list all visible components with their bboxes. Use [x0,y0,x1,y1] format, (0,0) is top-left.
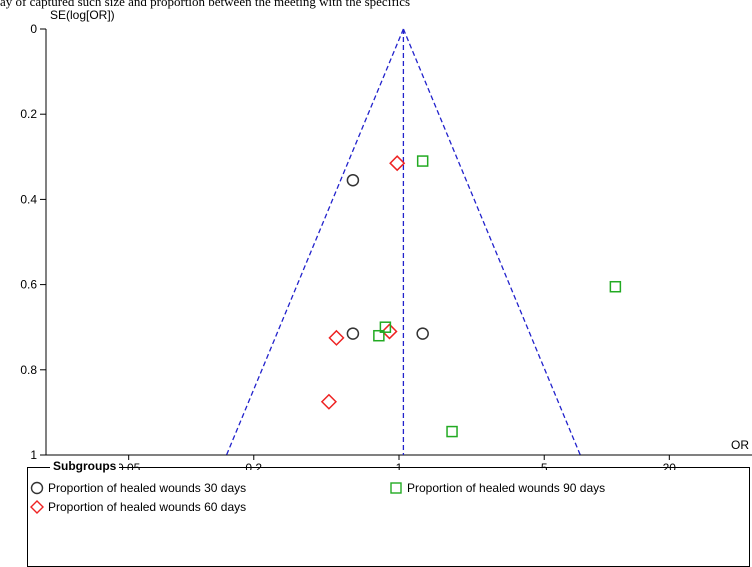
point-30-days [346,327,360,340]
legend-title: Subgroups [50,459,120,473]
y-tick-label: 0.4 [20,192,37,206]
point-60-days [381,323,398,340]
point-30-days [416,327,429,340]
figure-caption: ay of captured such size and proportion … [0,0,411,9]
x-tick-label: 5 [541,461,548,470]
y-tick-label: 0.6 [20,278,37,292]
x-tick-label: 20 [663,461,677,470]
funnel-right-limit [402,28,581,456]
point-90-days [446,425,458,438]
x-tick-label: 0.05 [117,461,141,470]
y-tick-label: 0 [30,22,37,36]
point-60-days [389,155,406,172]
y-tick-label: 1 [30,448,37,462]
point-90-days [379,321,392,333]
legend-item-90-days: Proportion of healed wounds 90 days [389,481,605,495]
square-marker-icon [390,482,402,494]
legend-item-30-days: Proportion of healed wounds 30 days [30,481,246,495]
circle-marker-icon [30,481,44,495]
point-30-days [346,173,360,187]
funnel-left-limit [225,28,405,456]
point-90-days [416,155,429,167]
y-axis-label: SE(log[OR]) [50,8,115,22]
point-90-days [609,280,622,293]
point-60-days [328,329,345,346]
y-tick-label: 0.2 [20,107,37,121]
legend-label-30-days: Proportion of healed wounds 30 days [48,481,247,495]
x-axis-label: OR [731,438,749,452]
funnel-plot: 0 0.2 0.4 0.6 0.8 1 0.05 0.2 1 5 20 SE(log[OR]) OR [20,8,752,470]
y-tick-label: 0.8 [20,363,37,377]
point-90-days [373,329,385,342]
legend-label-90-days: Proportion of healed wounds 90 days [407,481,606,495]
point-60-days [320,393,337,410]
diamond-marker-icon [30,500,44,514]
legend-item-60-days: Proportion of healed wounds 60 days [30,500,246,514]
legend-label-60-days: Proportion of healed wounds 60 days [48,500,247,514]
x-tick-label: 1 [396,461,403,470]
x-tick-label: 0.2 [245,461,262,470]
